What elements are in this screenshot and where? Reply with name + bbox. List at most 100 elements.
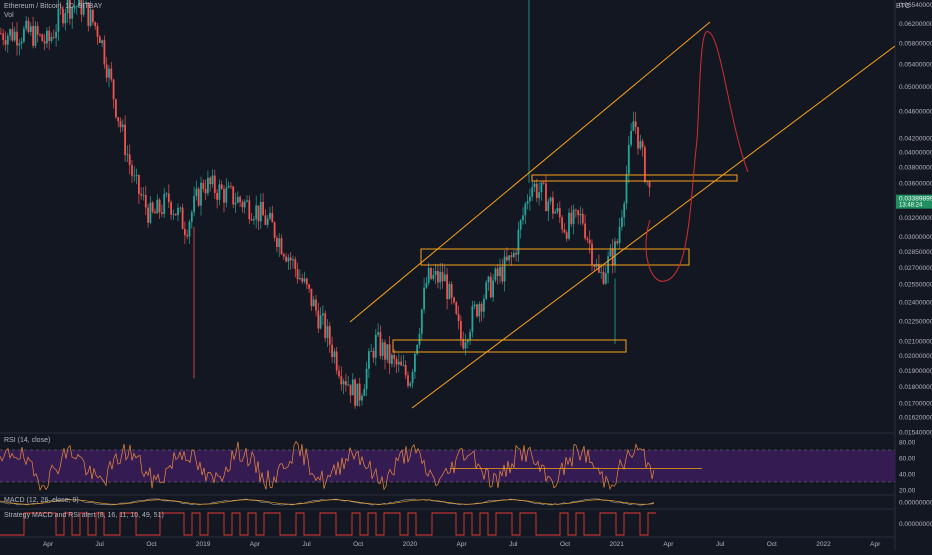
candle-body	[98, 36, 101, 43]
rsi-tick-label: 40.00	[899, 472, 916, 479]
candle-body	[186, 235, 189, 237]
candle-body	[409, 383, 412, 386]
candle-body	[179, 207, 182, 209]
candle-body	[450, 284, 453, 298]
candle-body	[236, 196, 239, 203]
time-axis-label: Apr	[457, 541, 468, 548]
candle-body	[473, 304, 476, 307]
candle-body	[41, 34, 44, 42]
candle-body	[354, 379, 356, 406]
candle-body	[568, 212, 570, 239]
countdown-label: 13:48:24	[899, 203, 923, 209]
candle-body	[365, 368, 368, 389]
candle-body	[6, 35, 9, 45]
candle-body	[572, 209, 575, 225]
time-axis-label: Oct	[767, 541, 777, 548]
candle-body	[411, 371, 414, 384]
candle-body	[128, 154, 131, 166]
candle-body	[581, 213, 584, 224]
candle-body	[333, 351, 336, 357]
candle-body	[632, 121, 635, 131]
candle-body	[289, 257, 292, 261]
time-axis-label: 2022	[816, 541, 831, 548]
candle-body	[377, 332, 379, 335]
candle-body	[211, 175, 214, 185]
candle-body	[457, 313, 460, 322]
candle-body	[338, 370, 340, 377]
candle-body	[524, 203, 527, 216]
candle-body	[469, 332, 471, 341]
candle-body	[250, 219, 253, 221]
candle-body	[604, 273, 607, 284]
candle-body	[432, 274, 435, 279]
candle-body	[556, 208, 559, 212]
candle-body	[105, 64, 108, 78]
price-tick-label: 0.02000000	[899, 353, 932, 360]
candle-body	[593, 265, 596, 267]
candle-body	[489, 276, 492, 298]
candles-group	[0, 0, 651, 409]
candle-body	[303, 278, 306, 282]
candle-body	[529, 196, 531, 202]
candle-body	[480, 304, 483, 312]
candle-body	[232, 186, 235, 205]
candle-body	[50, 37, 53, 41]
candle-body	[220, 184, 223, 190]
candle-body	[138, 175, 140, 194]
candle-body	[71, 6, 74, 19]
candle-body	[315, 299, 317, 311]
candle-body	[190, 212, 193, 223]
candle-body	[586, 238, 589, 240]
candle-body	[287, 257, 290, 262]
candle-body	[342, 381, 345, 385]
candle-body	[425, 282, 428, 288]
rsi-band	[0, 450, 895, 482]
candle-body	[216, 192, 218, 200]
candle-body	[11, 29, 14, 41]
candle-body	[52, 37, 55, 38]
candle-body	[89, 9, 92, 26]
candle-body	[356, 383, 359, 406]
candle-body	[170, 202, 172, 215]
candle-body	[512, 252, 515, 257]
candle-body	[577, 210, 580, 216]
candle-body	[623, 203, 626, 218]
candle-body	[195, 188, 198, 197]
candle-body	[241, 202, 244, 208]
candle-body	[218, 184, 221, 200]
price-tick-label: 0.06200000	[899, 21, 932, 28]
candle-body	[328, 326, 331, 345]
candle-body	[115, 99, 117, 118]
candle-body	[591, 243, 593, 266]
candle-body	[345, 381, 347, 386]
candle-body	[609, 248, 612, 257]
candle-body	[197, 188, 200, 206]
candle-body	[0, 33, 2, 35]
price-tick-label: 0.01800000	[899, 384, 932, 391]
candle-body	[618, 226, 621, 244]
time-axis-label: 2020	[403, 541, 418, 548]
candle-body	[13, 31, 16, 41]
candle-body	[259, 202, 262, 222]
candle-body	[188, 222, 191, 237]
candle-body	[282, 254, 285, 257]
candle-body	[423, 287, 425, 310]
candle-body	[317, 310, 320, 329]
time-axis-label: Jul	[509, 541, 518, 548]
candle-body	[78, 0, 80, 7]
candle-body	[503, 256, 506, 282]
candle-body	[627, 144, 630, 174]
candle-body	[108, 68, 110, 78]
candle-body	[404, 364, 407, 376]
candle-body	[292, 259, 294, 261]
candle-body	[547, 201, 550, 212]
candle-body	[358, 383, 361, 401]
candle-body	[427, 267, 430, 283]
candle-body	[579, 213, 582, 216]
candle-body	[508, 255, 511, 261]
candle-body	[177, 208, 179, 216]
candle-body	[239, 196, 241, 203]
candle-body	[85, 2, 87, 4]
candle-body	[163, 193, 166, 214]
